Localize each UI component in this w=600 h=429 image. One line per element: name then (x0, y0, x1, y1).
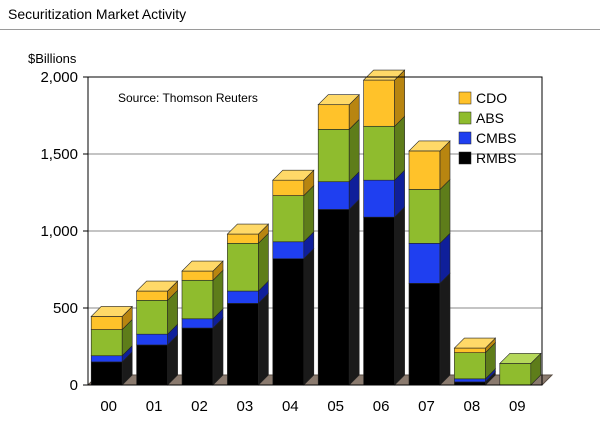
source-annotation: Source: Thomson Reuters (118, 91, 258, 105)
y-axis-label: $Billions (28, 51, 77, 66)
x-tick-label: 00 (100, 398, 117, 415)
x-tick-label: 08 (464, 398, 481, 415)
legend-item-rmbs: RMBS (458, 150, 516, 166)
bar-segment-cmbs-07 (408, 232, 451, 285)
bars (90, 69, 542, 386)
bar-segment-abs-03 (227, 232, 269, 292)
bar-segment-abs-02 (181, 269, 224, 320)
bar-segment-abs-04 (272, 184, 315, 243)
bar-segment-cdo-08 (453, 337, 497, 354)
bar-segment-rmbs-02 (181, 317, 224, 386)
bar-segment-abs-09 (499, 352, 542, 386)
bar-segment-rmbs-05 (317, 198, 360, 386)
x-axis-tick-labels: 00 01 02 03 04 05 06 07 08 09 (100, 398, 525, 415)
x-tick-label: 02 (191, 398, 208, 415)
legend-item-cmbs: CMBS (458, 130, 516, 146)
bar-segment-cdo-01 (135, 280, 179, 302)
x-tick-label: 03 (237, 398, 254, 415)
x-tick-label: 05 (327, 398, 344, 415)
legend-label: ABS (476, 110, 504, 126)
bar-segment-cdo-05 (317, 93, 360, 131)
bar-segment-rmbs-00 (90, 351, 133, 386)
bar-segment-cdo-07 (408, 140, 451, 191)
y-tick-label: 2,000 (40, 69, 78, 86)
legend-label: CMBS (476, 130, 516, 146)
grid-lines (88, 76, 542, 309)
bar-segment-abs-00 (90, 318, 133, 357)
bar-segment-abs-05 (317, 118, 360, 183)
bar-segment-rmbs-07 (408, 272, 451, 386)
bar-segment-cdo-04 (272, 169, 315, 197)
legend-item-abs: ABS (458, 110, 504, 126)
bar-segment-cdo-06 (362, 69, 406, 128)
bar-segment-rmbs-03 (227, 292, 269, 386)
header-bar: Securitization Market Activity (0, 0, 600, 30)
legend-swatch (458, 111, 472, 125)
legend-label: CDO (476, 90, 507, 106)
x-tick-label: 09 (509, 398, 526, 415)
legend-swatch (458, 91, 472, 105)
bar-segment-rmbs-06 (363, 206, 405, 386)
legend-swatch (458, 131, 472, 145)
bar-segment-cmbs-04 (272, 231, 315, 260)
bar-segment-rmbs-04 (272, 247, 315, 386)
legend-swatch (458, 151, 472, 165)
legend-label: RMBS (476, 150, 516, 166)
bar-segment-cdo-02 (181, 260, 224, 282)
x-tick-label: 06 (373, 398, 390, 415)
legend: CDO ABS CMBS RMBS (458, 90, 516, 166)
y-axis-tick-labels: 0 500 1,000 1,500 2,000 (40, 69, 88, 394)
stacked-bar-chart: 0 500 1,000 1,500 2,000 00 01 02 03 04 05 06 07 08 09… (28, 51, 554, 415)
bar-segment-cdo-03 (226, 223, 270, 245)
bar-segment-rmbs-01 (136, 334, 178, 386)
chart-area: 0 500 1,000 1,500 2,000 00 01 02 03 04 05 06 07 08 09… (0, 30, 600, 424)
x-tick-label: 01 (146, 398, 163, 415)
y-tick-label: 1,000 (40, 223, 78, 240)
y-tick-label: 1,500 (40, 146, 78, 163)
legend-item-cdo: CDO (458, 90, 507, 106)
bar-segment-cdo-00 (90, 305, 133, 331)
bar-segment-cmbs-05 (317, 170, 360, 211)
y-tick-label: 0 (70, 377, 78, 394)
bar-segment-abs-08 (454, 341, 496, 380)
x-tick-label: 07 (418, 398, 435, 415)
x-tick-label: 04 (282, 398, 299, 415)
bar-segment-abs-07 (408, 178, 451, 245)
y-tick-label: 500 (53, 300, 78, 317)
bar-segment-cmbs-03 (227, 280, 269, 305)
page-title: Securitization Market Activity (8, 6, 187, 22)
